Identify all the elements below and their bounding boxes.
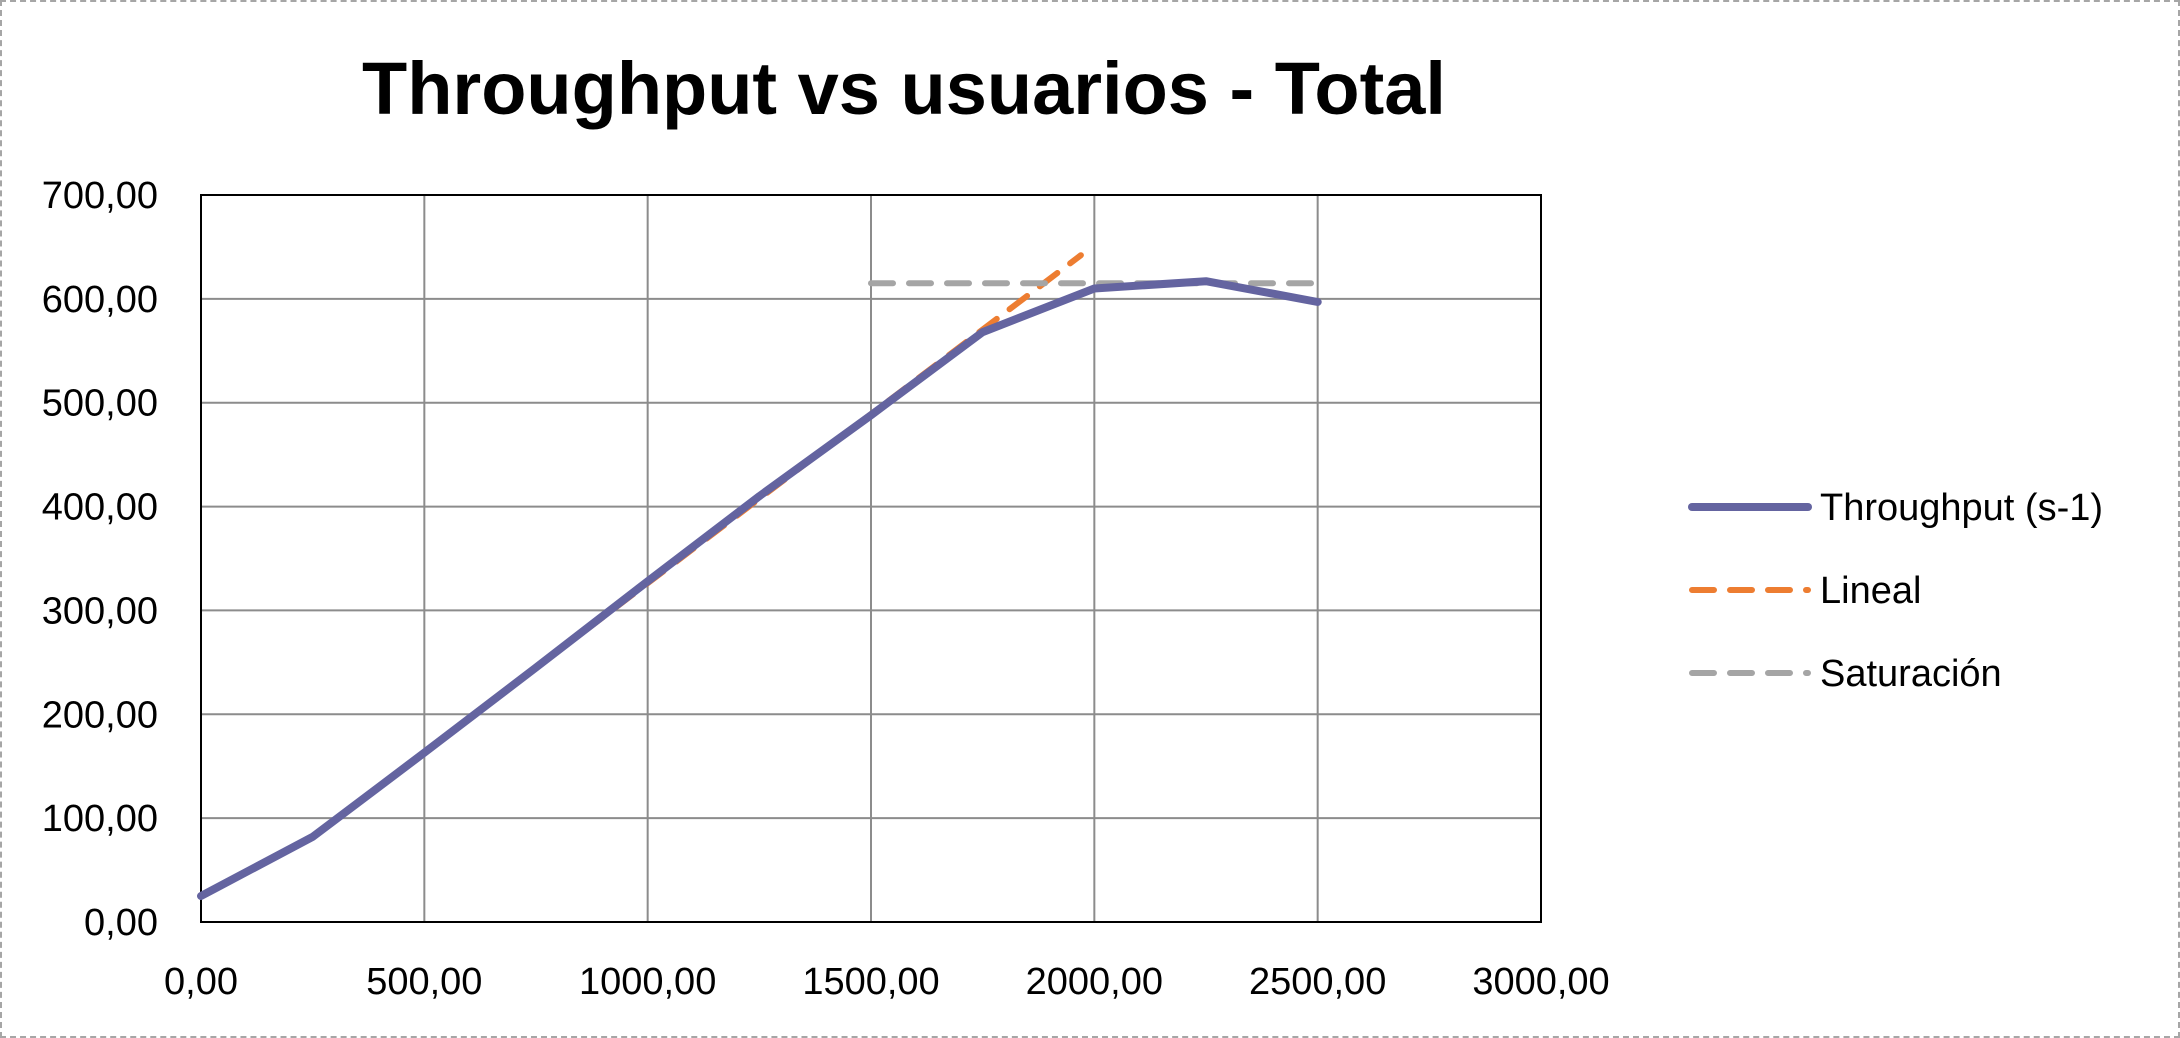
y-tick-label: 100,00 bbox=[42, 798, 158, 840]
x-tick-label: 500,00 bbox=[366, 961, 482, 1003]
y-tick-label: 600,00 bbox=[42, 279, 158, 321]
x-tick-label: 1000,00 bbox=[579, 961, 716, 1003]
y-tick-label: 500,00 bbox=[42, 383, 158, 425]
y-tick-label: 300,00 bbox=[42, 590, 158, 632]
grid bbox=[201, 195, 1541, 922]
series-layer bbox=[197, 252, 1322, 900]
chart-title: Throughput vs usuarios - Total bbox=[362, 47, 1446, 130]
y-tick-label: 0,00 bbox=[84, 902, 158, 944]
x-tick-label: 3000,00 bbox=[1472, 961, 1609, 1003]
plot-area-border bbox=[200, 194, 1542, 923]
legend-label-2: Saturación bbox=[1820, 653, 2002, 695]
y-tick-label: 400,00 bbox=[42, 487, 158, 529]
legend: Throughput (s-1) Lineal Saturación bbox=[1688, 487, 2103, 695]
series-line-0 bbox=[197, 277, 1322, 900]
legend-label-1: Lineal bbox=[1820, 570, 1921, 612]
y-axis-tick-labels: 0,00 100,00 200,00 300,00 400,00 500,00 600,00… bbox=[42, 175, 158, 944]
y-tick-label: 200,00 bbox=[42, 694, 158, 736]
x-axis-tick-labels: 0,00 500,00 1000,00 1500,00 2000,00 2500,00 30… bbox=[164, 961, 1610, 1003]
x-tick-label: 1500,00 bbox=[802, 961, 939, 1003]
x-tick-label: 2000,00 bbox=[1026, 961, 1163, 1003]
legend-label-0: Throughput (s-1) bbox=[1820, 487, 2103, 529]
y-tick-label: 700,00 bbox=[42, 175, 158, 217]
x-tick-label: 0,00 bbox=[164, 961, 238, 1003]
x-tick-label: 2500,00 bbox=[1249, 961, 1386, 1003]
